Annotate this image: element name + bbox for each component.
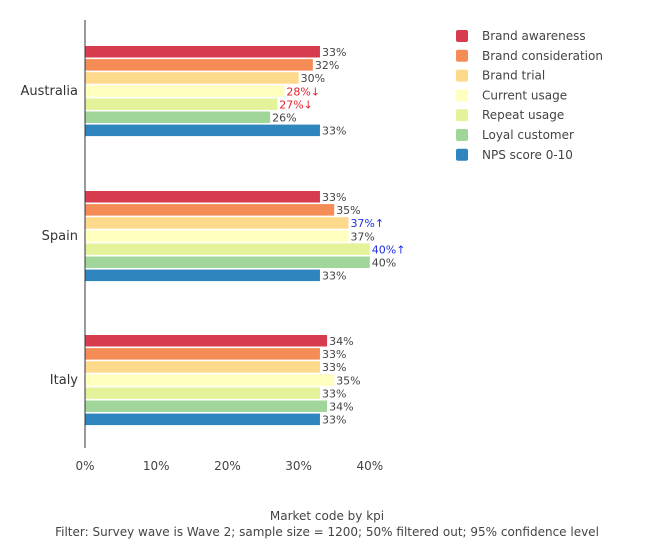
legend-label: Repeat usage (482, 108, 564, 122)
bar-value-label: 28%↓ (286, 85, 320, 98)
bar (85, 256, 370, 268)
legend-swatch (456, 109, 468, 122)
legend-label: Brand consideration (482, 49, 603, 63)
legend-label: Current usage (482, 88, 567, 102)
category-label: Italy (50, 373, 79, 388)
bars-layer (85, 46, 370, 426)
bar (85, 348, 320, 360)
bar-value-label: 33% (322, 270, 346, 283)
bar (85, 400, 328, 412)
bar (85, 111, 271, 123)
bar (85, 269, 320, 282)
category-label: Spain (42, 229, 78, 244)
legend-swatch (456, 69, 468, 82)
bar (85, 46, 320, 58)
legend-swatch (456, 129, 468, 141)
legend-swatch (456, 148, 468, 161)
bar-value-label: 35% (336, 374, 360, 387)
bar-value-label: 26% (272, 112, 296, 125)
bar (85, 124, 320, 137)
legend-swatch (456, 89, 468, 102)
bar (85, 85, 285, 97)
bar-value-label: 33% (322, 414, 346, 427)
bar-value-label: 34% (329, 335, 353, 348)
bar-value-label: 33% (322, 361, 346, 374)
bar-value-label: 40%↑ (372, 243, 406, 256)
bar-value-label: 35% (336, 204, 360, 217)
x-tick-label: 20% (214, 459, 241, 473)
bar (85, 98, 278, 110)
bar-value-label: 33% (322, 348, 346, 361)
bar (85, 374, 335, 386)
bar-value-label: 37% (350, 230, 374, 243)
bar-value-label: 33% (322, 387, 346, 400)
bar (85, 243, 370, 255)
bar-value-label: 33% (322, 125, 346, 138)
bar-value-label: 32% (315, 59, 339, 72)
bar-value-label: 27%↓ (279, 98, 313, 111)
x-tick-label: 30% (285, 459, 312, 473)
bar (85, 335, 328, 347)
bar-value-label: 37%↑ (350, 217, 384, 230)
bar (85, 387, 320, 399)
x-tick-label: 10% (143, 459, 170, 473)
bar-value-label: 33% (322, 46, 346, 59)
bar (85, 230, 349, 242)
axis-layer: 0% 10% 20% 30% 40% Australia Spain Italy (20, 20, 383, 473)
category-label: Australia (20, 84, 78, 99)
legend-label: NPS score 0-10 (482, 148, 573, 162)
legend-label: Brand trial (482, 69, 545, 83)
labels-layer: 33%32%30%28%↓27%↓26%33%33%35%37%↑37%40%↑… (272, 46, 405, 427)
bar (85, 204, 335, 216)
bar (85, 361, 320, 373)
x-tick-label: 0% (75, 459, 94, 473)
x-tick-label: 40% (356, 459, 383, 473)
bar-value-label: 40% (372, 257, 396, 270)
bar (85, 413, 320, 426)
bar-value-label: 34% (329, 401, 353, 414)
x-axis-title: Market code by kpi (269, 509, 385, 523)
legend-swatch (456, 49, 468, 62)
legend-swatch (456, 30, 468, 42)
bar (85, 217, 349, 229)
filter-note: Filter: Survey wave is Wave 2; sample si… (55, 525, 599, 539)
legend-label: Brand awareness (482, 29, 586, 43)
bar (85, 59, 313, 71)
legend: Brand awareness Brand consideration Brand … (456, 29, 603, 162)
bar-value-label: 30% (301, 72, 325, 85)
bar-value-label: 33% (322, 191, 346, 204)
legend-label: Loyal customer (482, 128, 574, 142)
bar (85, 191, 320, 203)
bar (85, 72, 299, 84)
